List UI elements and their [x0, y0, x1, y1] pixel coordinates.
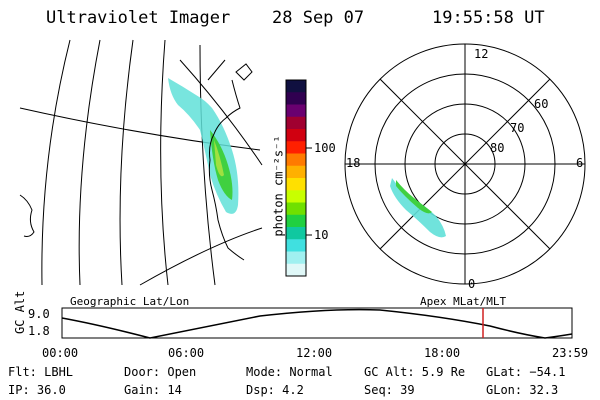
colorbar-swatch — [286, 178, 306, 191]
glon-readout: GLon: 32.3 — [486, 383, 559, 397]
colorbar-swatch — [286, 251, 306, 265]
colorbar-swatch — [286, 165, 306, 179]
seq-readout: Seq: 39 — [364, 383, 415, 397]
lat-label-60: 60 — [534, 97, 549, 111]
lat-label-70: 70 — [510, 121, 525, 135]
timeline-tick-0000: 00:00 — [42, 346, 79, 360]
geographic-map — [19, 39, 263, 286]
time-readout: 19:55:58 UT — [432, 8, 545, 28]
polar-plot — [344, 43, 586, 285]
colorbar-swatch — [286, 104, 306, 118]
ip-readout: IP: 36.0 — [8, 383, 66, 397]
gain-readout: Gain: 14 — [124, 383, 182, 397]
mlt-label-6: 6 — [576, 156, 584, 170]
colorbar-swatch — [286, 227, 306, 240]
colorbar-swatch — [286, 80, 306, 93]
colorbar-swatch — [286, 141, 306, 154]
colorbar-swatch — [286, 116, 306, 130]
colorbar-swatch — [286, 202, 306, 216]
colorbar-swatch — [286, 263, 306, 277]
mode-readout: Mode: Normal — [246, 365, 333, 379]
timeline-ylabel: GC Alt — [13, 290, 27, 334]
mlt-label-12: 12 — [474, 47, 489, 61]
timeline-tick-1800: 18:00 — [424, 346, 461, 360]
door-readout: Door: Open — [124, 365, 197, 379]
timeline-tick-0600: 06:00 — [168, 346, 205, 360]
dsp-readout: Dsp: 4.2 — [246, 383, 304, 397]
colorbar-swatch — [286, 190, 306, 203]
colorbar — [285, 79, 307, 277]
geographic-caption: Geographic Lat/Lon — [70, 295, 190, 308]
mlt-label-0: 0 — [468, 277, 476, 291]
timeline-ymax: 9.0 — [28, 307, 50, 321]
apex-caption: Apex MLat/MLT — [420, 295, 507, 308]
colorbar-swatch — [286, 153, 306, 167]
lat-label-80: 80 — [490, 141, 505, 155]
colorbar-tick-10: 10 — [314, 228, 329, 242]
flt-readout: Flt: LBHL — [8, 365, 74, 379]
glat-readout: GLat: −54.1 — [486, 365, 566, 379]
colorbar-swatch — [286, 214, 306, 228]
mlt-label-18: 18 — [346, 156, 361, 170]
colorbar-tick-100: 100 — [314, 141, 336, 155]
date-readout: 28 Sep 07 — [272, 8, 365, 28]
colorbar-border — [285, 79, 307, 277]
timeline-ymin: 1.8 — [28, 324, 50, 338]
colorbar-swatch — [286, 129, 306, 142]
timeline-tick-2359: 23:59 — [552, 346, 589, 360]
colorbar-swatch — [286, 239, 306, 252]
gcalt-readout: GC Alt: 5.9 Re — [364, 365, 466, 379]
colorbar-swatch — [286, 92, 306, 105]
timeline-tick-1200: 12:00 — [296, 346, 333, 360]
page-title: Ultraviolet Imager — [46, 8, 231, 28]
